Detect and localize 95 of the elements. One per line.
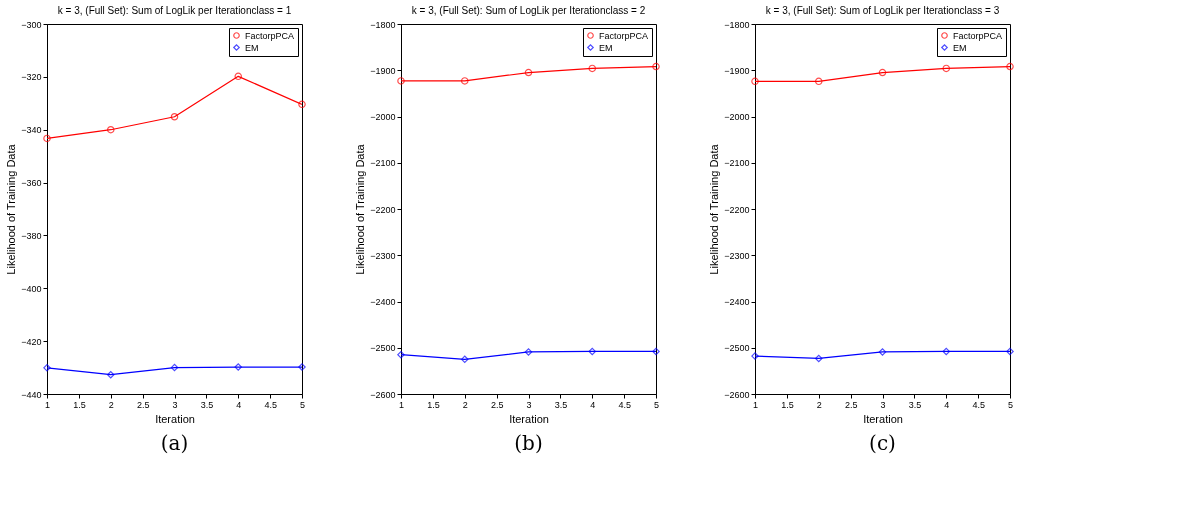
y-tick-label: −1900 [724, 65, 750, 76]
legend-label: EM [953, 42, 967, 53]
point [234, 363, 243, 371]
x-tick-label: 1.5 [73, 399, 86, 410]
point [588, 64, 597, 73]
x-tick-label: 1 [752, 399, 759, 410]
point [460, 355, 469, 364]
y-tick-label: −2100 [724, 158, 750, 169]
point [878, 348, 887, 356]
y-tick-label: −2500 [370, 343, 396, 354]
point [298, 363, 306, 371]
point [942, 347, 951, 356]
x-tick-label: 2.5 [136, 399, 150, 410]
point [106, 125, 115, 134]
y-tick-label: −380 [21, 230, 42, 241]
y-tick-label: −440 [21, 389, 42, 400]
x-tick-label: 3 [172, 399, 178, 410]
point [397, 350, 405, 359]
point [814, 354, 823, 363]
y-axis-title: Likelihood of Training Data [354, 143, 367, 275]
x-tick-label: 2 [108, 399, 114, 410]
y-tick-label: −2200 [370, 204, 396, 215]
x-tick-label: 2.5 [844, 399, 858, 410]
point [106, 370, 115, 379]
legend-label: FactorpPCA [953, 30, 1003, 41]
y-axis-title: Likelihood of Training Data [5, 143, 18, 275]
text: (a) [160, 431, 189, 455]
x-axis-title: Iteration [509, 412, 549, 425]
point [460, 77, 469, 85]
y-tick-label: −320 [21, 72, 42, 83]
text: (c) [869, 431, 896, 455]
y-tick-label: −2200 [724, 204, 750, 215]
x-tick-label: 1.5 [427, 399, 440, 410]
y-tick-label: −1800 [724, 19, 750, 30]
point [43, 364, 51, 372]
point [942, 64, 951, 73]
point [170, 363, 179, 372]
x-tick-label: 2 [816, 399, 822, 410]
y-tick-label: −2600 [724, 389, 750, 400]
x-tick-label: 4.5 [972, 399, 985, 410]
point [524, 68, 533, 77]
x-tick-label: 5 [299, 399, 306, 410]
x-tick-label: 5 [1007, 399, 1014, 410]
y-tick-label: −2400 [724, 297, 750, 307]
x-tick-label: 3.5 [908, 399, 922, 410]
y-tick-label: −2500 [724, 343, 750, 354]
x-tick-label: 3 [880, 399, 886, 410]
y-tick-label: −340 [21, 125, 42, 136]
x-tick-label: 4 [236, 399, 242, 410]
x-axis-title: Iteration [155, 412, 195, 425]
y-tick-label: −420 [21, 336, 42, 347]
point [751, 352, 759, 360]
point [170, 113, 179, 121]
x-tick-label: 5 [653, 399, 660, 410]
x-tick-label: 4.5 [264, 399, 277, 410]
chart-title: k = 3, (Full Set): Sum of LogLik per Iterationclass = 1 [57, 5, 292, 16]
legend-label: EM [245, 42, 259, 53]
x-tick-label: 3 [526, 399, 532, 410]
x-tick-label: 4 [944, 399, 950, 410]
x-axis-title: Iteration [863, 412, 903, 425]
legend-label: FactorpPCA [599, 30, 649, 41]
chart-title: k = 3, (Full Set): Sum of LogLik per Iterationclass = 3 [765, 5, 1000, 16]
point [524, 348, 533, 356]
x-tick-label: 2 [462, 399, 468, 410]
y-tick-label: −400 [21, 283, 42, 294]
point [1006, 347, 1014, 356]
y-tick-label: −2000 [370, 112, 396, 122]
y-tick-label: −2100 [370, 158, 396, 169]
y-axis-title: Likelihood of Training Data [708, 143, 721, 275]
point [652, 347, 660, 356]
y-tick-label: −2600 [370, 389, 396, 400]
x-tick-label: 1 [44, 399, 51, 410]
x-tick-label: 4 [590, 399, 596, 410]
point [234, 72, 243, 81]
y-tick-label: −2300 [724, 250, 750, 261]
legend-label: EM [599, 42, 613, 53]
y-tick-label: −2000 [724, 112, 750, 122]
x-tick-label: 4.5 [618, 399, 631, 410]
x-tick-label: 1 [398, 399, 405, 410]
x-tick-label: 3.5 [200, 399, 214, 410]
point [588, 347, 597, 356]
text: (b) [514, 431, 543, 455]
chart-title: k = 3, (Full Set): Sum of LogLik per Iterationclass = 2 [411, 5, 646, 16]
y-tick-label: −2400 [370, 297, 396, 307]
point [814, 77, 823, 86]
y-tick-label: −1800 [370, 19, 396, 30]
legend-label: FactorpPCA [245, 30, 295, 41]
x-tick-label: 1.5 [781, 399, 794, 410]
y-tick-label: −360 [21, 178, 42, 189]
y-tick-label: −1900 [370, 65, 396, 76]
x-tick-label: 2.5 [490, 399, 504, 410]
y-tick-label: −300 [21, 19, 42, 30]
point [878, 68, 887, 77]
y-tick-label: −2300 [370, 250, 396, 261]
x-tick-label: 3.5 [554, 399, 568, 410]
